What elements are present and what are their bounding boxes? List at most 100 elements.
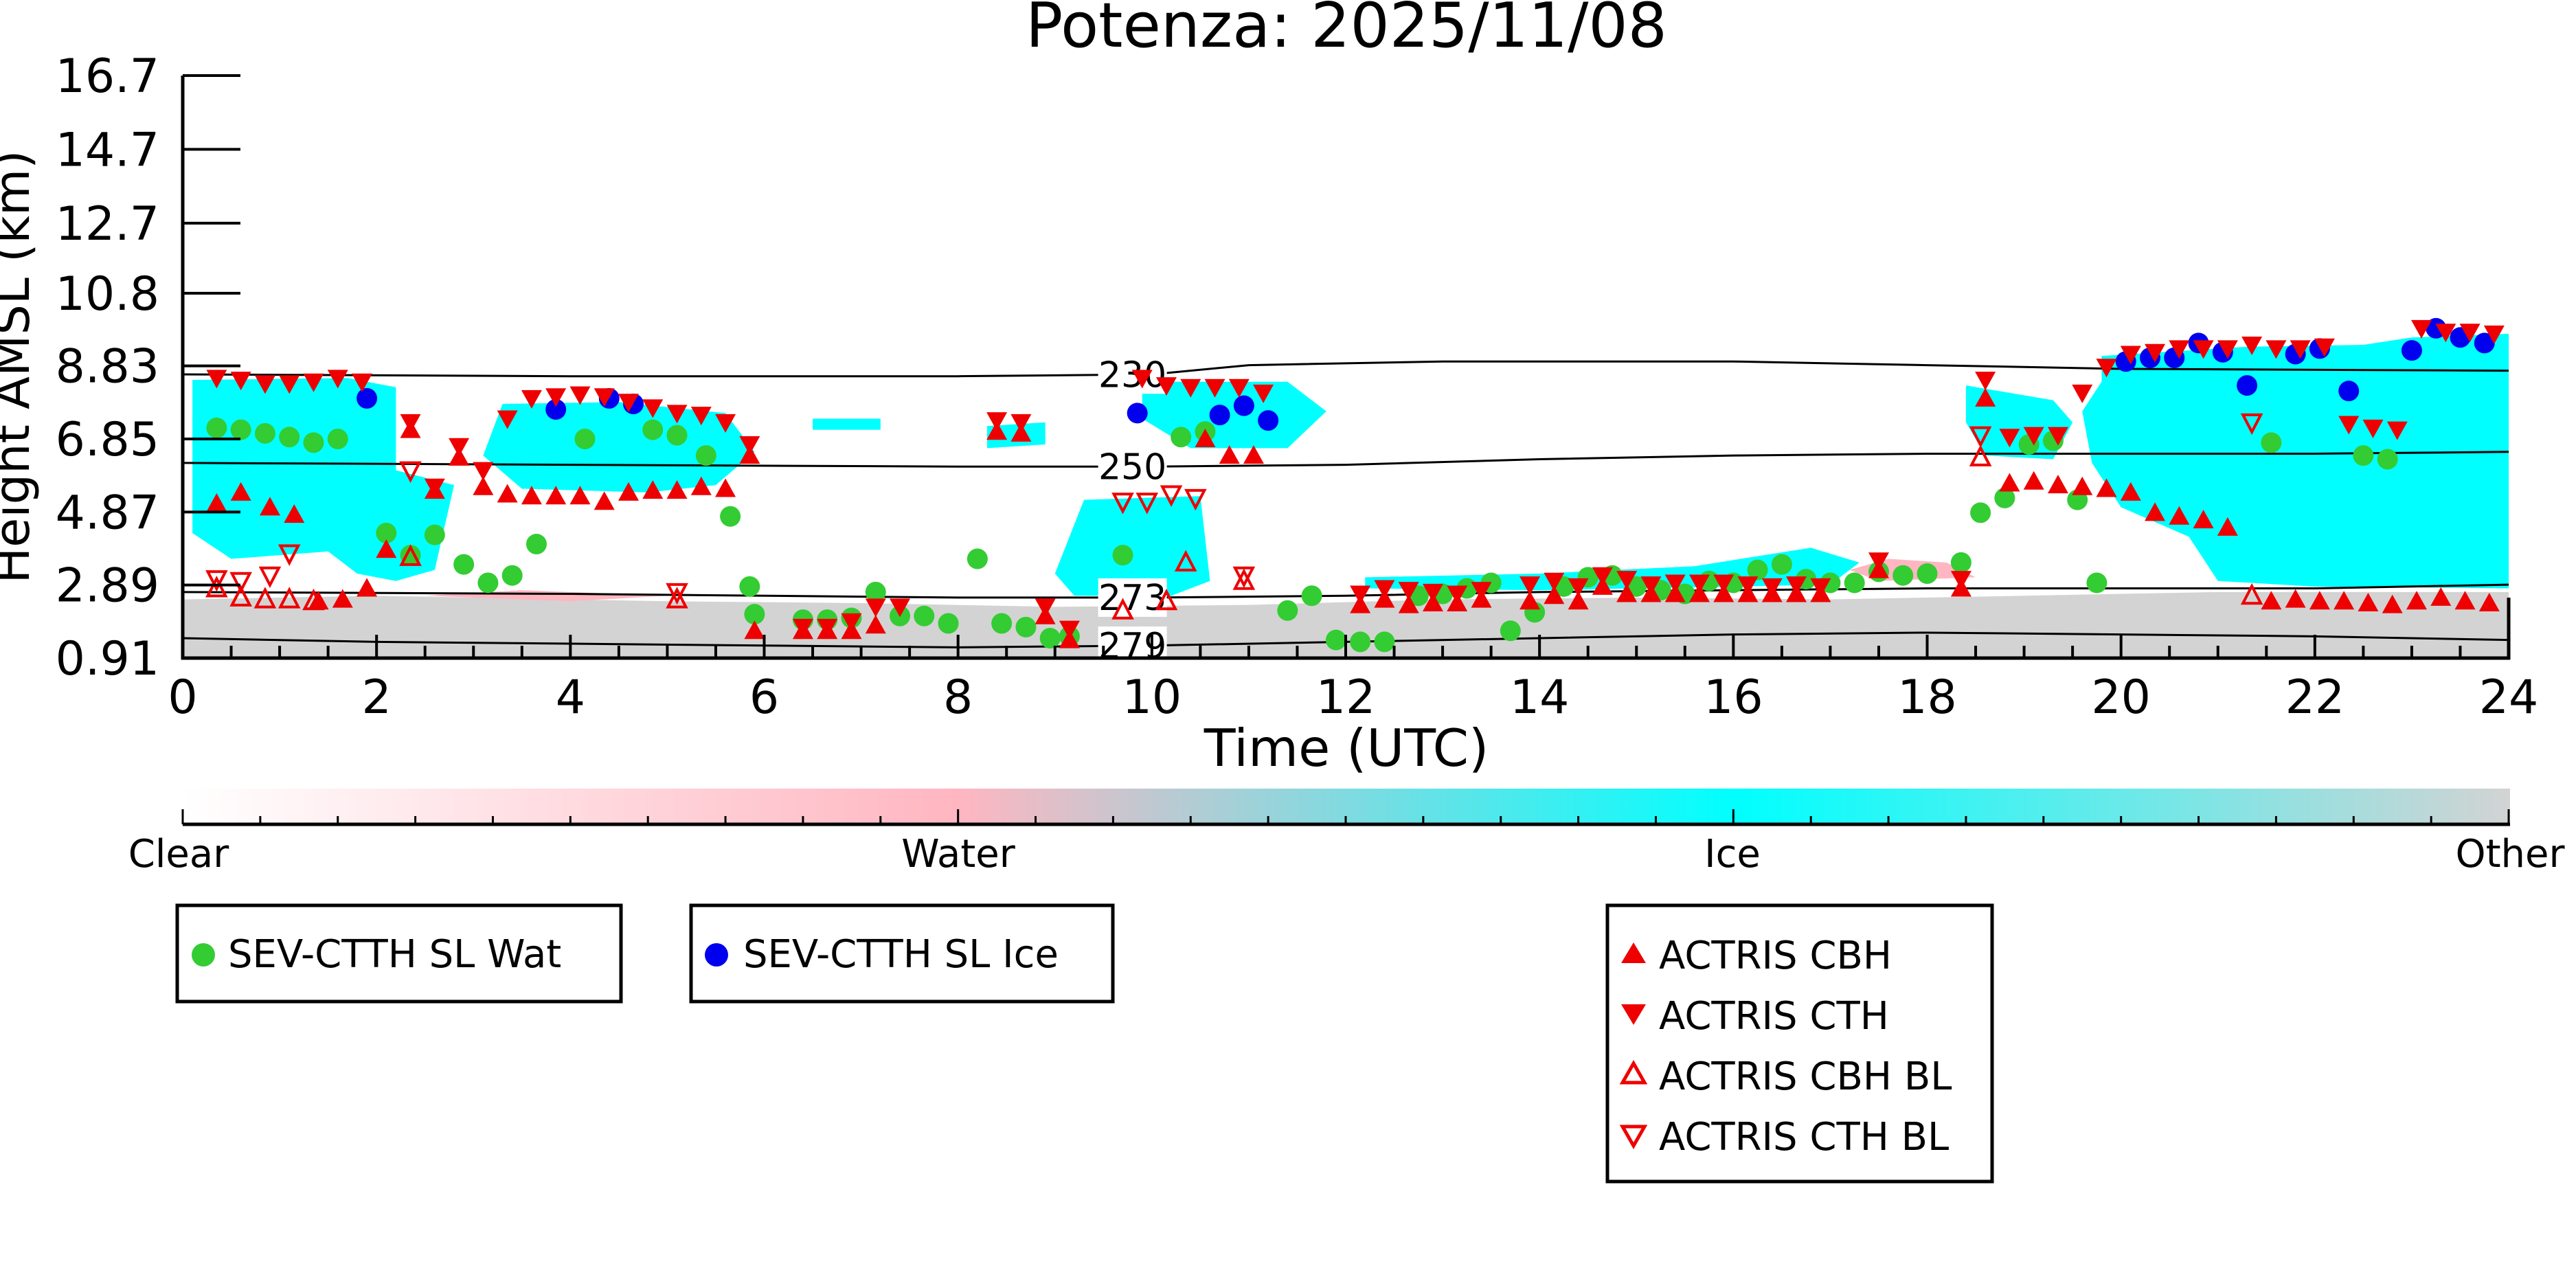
y-tick-label: 16.7 (56, 49, 159, 104)
data-point (1616, 571, 1638, 590)
colorbar-label-other: Other (2455, 832, 2565, 877)
data-point (279, 427, 300, 448)
data-point (1568, 578, 1589, 597)
data-point (1233, 395, 1254, 416)
data-point (1010, 414, 1032, 433)
data-point (841, 613, 862, 632)
colorbar-ticks (181, 809, 2510, 824)
x-tick-label: 8 (943, 670, 973, 725)
data-point (2290, 340, 2311, 359)
data-point (690, 476, 712, 495)
data-point (1592, 567, 1613, 586)
data-point (792, 618, 813, 637)
data-point (1771, 554, 1792, 575)
data-point (327, 428, 348, 449)
data-point (545, 388, 567, 407)
x-tick-label: 14 (1510, 670, 1570, 725)
region-ice (2082, 333, 2509, 589)
data-point (2217, 340, 2238, 359)
y-tick-label: 6.85 (56, 413, 159, 467)
data-point (258, 566, 282, 589)
data-point (1471, 582, 1492, 601)
data-point (744, 620, 765, 640)
data-point (1039, 627, 1061, 648)
data-point (400, 414, 421, 433)
data-point (1398, 594, 1419, 613)
isotherm-line (183, 451, 2509, 468)
data-point (1111, 493, 1134, 515)
data-point (2237, 375, 2258, 396)
chart-title: Potenza: 2025/11/08 (1026, 0, 1667, 62)
data-point (618, 482, 639, 501)
x-axis-label: Time (UTC) (1204, 718, 1489, 778)
data-point (357, 387, 378, 409)
data-point (2217, 517, 2238, 536)
data-point (352, 373, 373, 392)
data-point (230, 482, 251, 501)
data-point (865, 615, 886, 634)
data-point (938, 613, 959, 634)
x-tick-label: 20 (2091, 670, 2151, 725)
data-point (2240, 583, 2263, 605)
data-point (2478, 592, 2500, 611)
series-2 (206, 387, 2500, 648)
data-point (2096, 359, 2117, 378)
data-point (1374, 631, 1395, 653)
series-4 (205, 444, 2263, 620)
data-point (1232, 568, 1256, 590)
data-point (2401, 340, 2422, 361)
data-point (1209, 405, 1230, 426)
y-tick-label: 8.83 (56, 340, 159, 394)
data-point (865, 581, 886, 602)
data-point (1975, 387, 1996, 407)
data-point (205, 570, 228, 592)
data-point (2241, 337, 2263, 356)
data-point (497, 484, 518, 503)
data-point (2338, 381, 2360, 402)
data-point (332, 589, 353, 608)
data-point (1969, 444, 1992, 466)
legend-label: ACTRIS CTH (1659, 994, 1889, 1039)
legend-sev-ice: SEV-CTTH SL Ice (689, 903, 1115, 1004)
data-point (2023, 471, 2044, 490)
data-point (914, 605, 935, 626)
plot-area: 230 250 273 279 (183, 317, 2509, 658)
data-point (521, 389, 542, 409)
data-point (2285, 589, 2306, 608)
colorbar-label-clear: Clear (128, 832, 229, 877)
data-point (1350, 585, 1371, 605)
data-point (1258, 410, 1279, 431)
data-point (545, 399, 567, 420)
data-point (1950, 552, 1971, 573)
region-ice (483, 402, 755, 493)
data-point (1761, 578, 1783, 597)
series-5 (205, 413, 2263, 605)
data-point (569, 386, 591, 405)
data-point (2261, 591, 2282, 610)
data-point (2382, 594, 2403, 613)
data-point (2120, 482, 2141, 501)
data-point (1232, 566, 1256, 589)
data-point (453, 554, 475, 575)
data-point (1398, 582, 1419, 601)
data-point (2072, 476, 2093, 495)
data-point (1184, 488, 1207, 511)
data-point (399, 461, 422, 483)
data-point (720, 506, 741, 527)
data-point (2334, 591, 2355, 610)
data-point (2454, 591, 2476, 610)
data-point (229, 585, 252, 607)
data-point (594, 491, 615, 510)
data-point (1568, 591, 1589, 610)
data-point (254, 375, 275, 394)
legend-label: ACTRIS CBH BL (1659, 1054, 1952, 1099)
data-point (2406, 591, 2427, 610)
data-point (2096, 478, 2117, 497)
data-point (1277, 600, 1298, 621)
data-point (1519, 576, 1541, 596)
data-point (1112, 545, 1133, 566)
data-point (666, 587, 688, 609)
data-point (1127, 403, 1148, 424)
data-point (2483, 325, 2505, 344)
data-point (817, 618, 838, 637)
